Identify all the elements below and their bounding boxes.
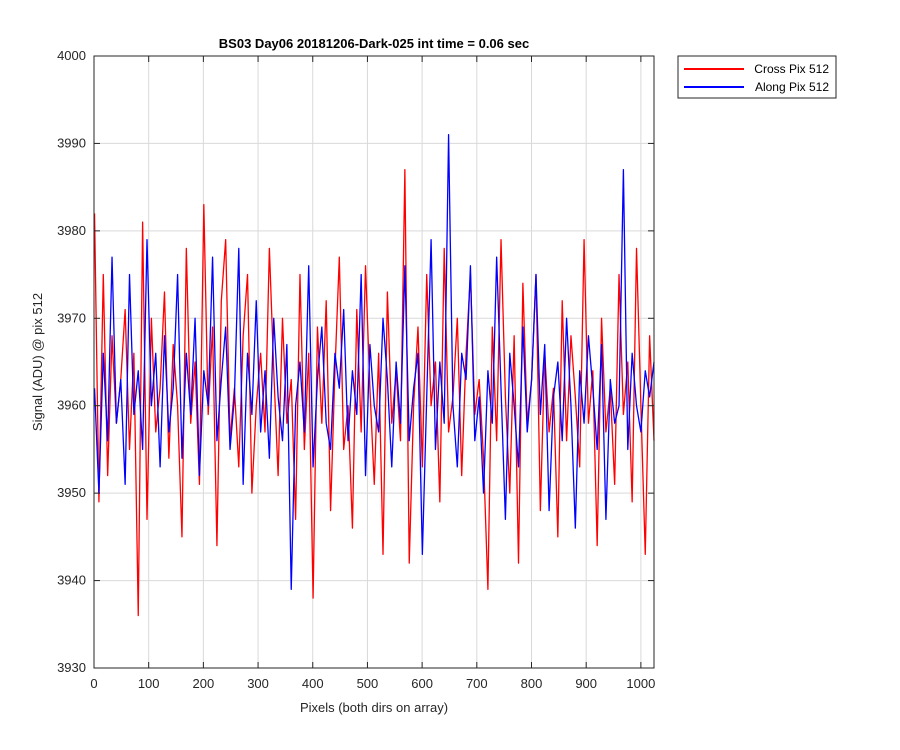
x-tick-label: 200	[193, 676, 215, 691]
x-tick-label: 1000	[626, 676, 655, 691]
x-tick-label: 100	[138, 676, 160, 691]
x-tick-label: 700	[466, 676, 488, 691]
y-tick-label: 3940	[57, 573, 86, 588]
y-tick-label: 4000	[57, 48, 86, 63]
x-tick-label: 400	[302, 676, 324, 691]
y-axis-label: Signal (ADU) @ pix 512	[30, 293, 45, 431]
y-tick-label: 3930	[57, 660, 86, 675]
axis-ticks: 0 100 200 300 400 500 600 700 800 900 1000 3930 3940…	[57, 48, 655, 691]
x-tick-label: 800	[521, 676, 543, 691]
series-line-along	[93, 134, 655, 590]
x-tick-label: 300	[247, 676, 269, 691]
y-tick-label: 3950	[57, 485, 86, 500]
grid-lines	[94, 56, 654, 668]
y-tick-label: 3990	[57, 135, 86, 150]
legend-label-cross: Cross Pix 512	[754, 62, 829, 76]
y-tick-label: 3960	[57, 398, 86, 413]
x-axis-label: Pixels (both dirs on array)	[300, 700, 448, 715]
legend-box	[677, 55, 837, 99]
x-tick-label: 500	[357, 676, 379, 691]
legend-label-along: Along Pix 512	[755, 80, 829, 94]
y-tick-label: 3970	[57, 310, 86, 325]
chart-title: BS03 Day06 20181206-Dark-025 int time = …	[219, 36, 529, 51]
series-layer	[93, 134, 655, 617]
x-tick-label: 0	[90, 676, 97, 691]
legend: Cross Pix 512 Along Pix 512	[677, 55, 837, 99]
y-tick-label: 3980	[57, 223, 86, 238]
x-tick-label: 900	[575, 676, 597, 691]
x-tick-label: 600	[411, 676, 433, 691]
plot-border	[93, 55, 655, 669]
series-line-cross	[93, 169, 655, 617]
